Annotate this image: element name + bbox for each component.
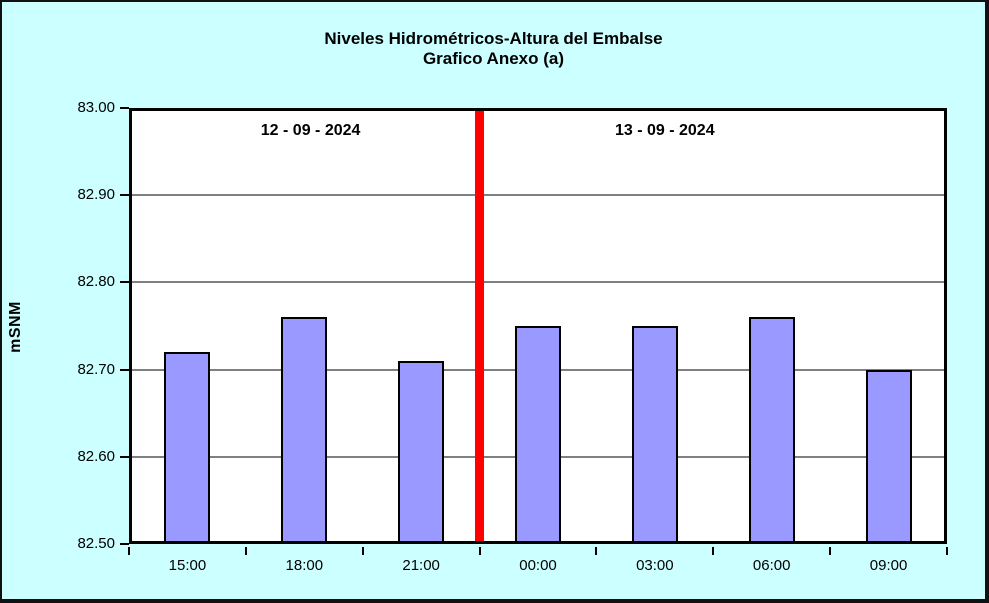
bar [164, 352, 211, 544]
y-tick-label: 82.90 [77, 186, 115, 204]
chart-title: Niveles Hidrométricos-Altura del Embalse [324, 29, 663, 48]
y-tick-label: 82.60 [77, 447, 115, 465]
x-axis-label: 06:00 [752, 557, 791, 574]
bar [398, 360, 445, 544]
y-tick-mark [120, 281, 129, 284]
x-axis-label: 18:00 [285, 557, 324, 574]
x-axis-label: 03:00 [636, 557, 674, 574]
bar [631, 326, 678, 544]
x-tick-mark [946, 547, 948, 555]
bar [281, 317, 328, 544]
bar [865, 369, 912, 544]
x-axis-label: 15:00 [168, 557, 207, 574]
y-tick-label: 82.70 [77, 360, 115, 378]
y-tick-mark [120, 455, 129, 458]
x-axis-label: 09:00 [869, 557, 908, 574]
date-annotation: 13 - 09 - 2024 [614, 122, 715, 139]
x-tick-mark [829, 547, 832, 555]
gridline [129, 194, 947, 197]
y-tick-mark [120, 194, 129, 197]
x-tick-mark [361, 547, 364, 555]
y-tick-mark [120, 543, 129, 545]
x-tick-mark [244, 547, 247, 555]
y-tick-mark [120, 368, 129, 371]
date-divider-line [475, 108, 485, 544]
x-tick-mark [128, 547, 130, 555]
y-tick-label: 82.50 [77, 535, 115, 552]
gridline [129, 281, 947, 284]
x-tick-mark [478, 547, 481, 555]
y-tick-label: 82.80 [77, 273, 115, 291]
bar [748, 317, 795, 544]
y-axis-title: mSNM [7, 301, 24, 353]
plot-area: 83.00 82.90 82.80 82.70 82.60 82.50 15:00 18:00… [77, 99, 948, 574]
chart-title-block: Niveles Hidrométricos-Altura del Embalse… [2, 29, 985, 69]
y-tick-label: 83.00 [77, 99, 115, 116]
x-tick-mark [712, 547, 715, 555]
x-tick-mark [595, 547, 598, 555]
x-axis-label: 00:00 [519, 557, 557, 574]
y-tick-mark [120, 107, 129, 109]
x-axis-label: 21:00 [402, 557, 440, 574]
bar [515, 326, 561, 544]
chart-subtitle: Grafico Anexo (a) [422, 49, 565, 68]
date-annotation: 12 - 09 - 2024 [260, 122, 361, 139]
